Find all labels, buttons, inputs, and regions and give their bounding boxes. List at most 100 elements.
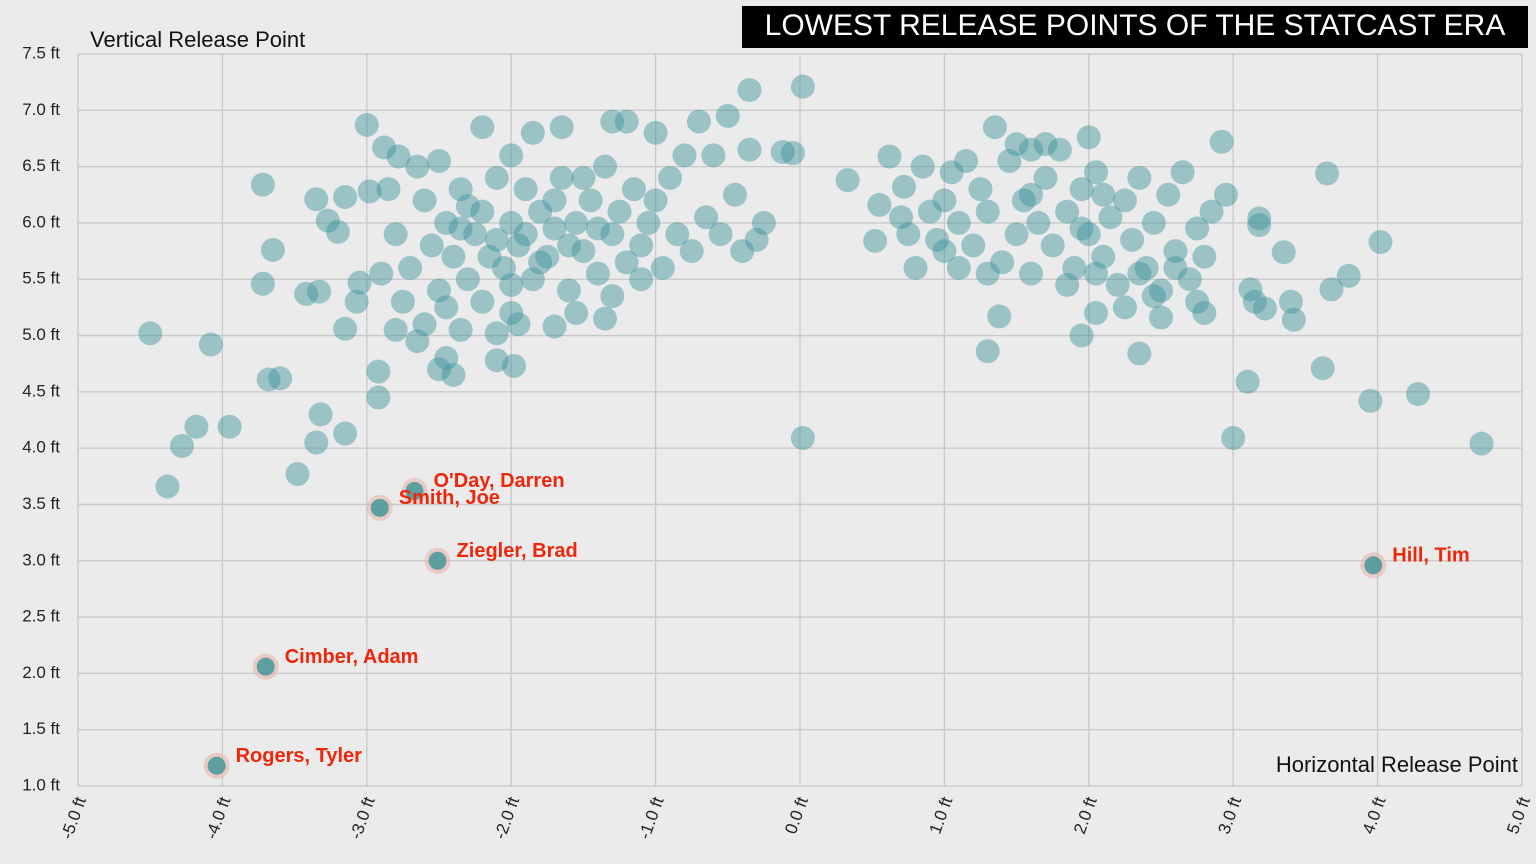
point <box>520 267 545 292</box>
point <box>939 160 964 185</box>
point <box>502 353 527 378</box>
highlight-point <box>405 481 424 500</box>
point <box>770 139 795 164</box>
y-tick-label: 5.0 ft <box>22 325 60 344</box>
point <box>1221 426 1246 451</box>
point <box>398 255 423 280</box>
point <box>708 222 733 247</box>
highlight-label: Cimber, Adam <box>285 646 419 668</box>
point <box>701 143 726 168</box>
point <box>549 115 574 140</box>
point <box>896 222 921 247</box>
highlight-point <box>256 657 275 676</box>
point <box>1091 182 1116 207</box>
y-tick-label: 5.5 ft <box>22 269 60 288</box>
point <box>593 154 618 179</box>
point <box>1368 230 1393 255</box>
point <box>354 112 379 137</box>
point <box>1185 289 1210 314</box>
point <box>903 255 928 280</box>
point <box>1033 132 1058 157</box>
y-axis-title: Vertical Release Point <box>90 27 305 52</box>
point <box>542 188 567 213</box>
point <box>1076 125 1101 150</box>
point <box>484 227 509 252</box>
points <box>138 74 1494 499</box>
point <box>1238 277 1263 302</box>
point <box>1019 137 1044 162</box>
point <box>877 144 902 169</box>
point <box>694 205 719 230</box>
point <box>621 177 646 202</box>
point <box>542 314 567 339</box>
point <box>1177 267 1202 292</box>
point <box>946 210 971 235</box>
point <box>650 255 675 280</box>
point <box>427 278 451 303</box>
point <box>1055 272 1080 297</box>
point <box>968 177 993 202</box>
point <box>723 182 748 207</box>
point <box>1242 289 1267 314</box>
point <box>891 174 916 199</box>
point <box>1163 255 1188 280</box>
y-tick-label: 7.5 ft <box>22 43 60 62</box>
point <box>198 332 223 357</box>
y-tick-label: 2.5 ft <box>22 607 60 626</box>
point <box>506 312 531 337</box>
point <box>325 219 350 244</box>
point <box>835 168 860 193</box>
point <box>790 74 815 99</box>
point <box>347 270 372 295</box>
point <box>1209 129 1234 154</box>
point <box>315 208 340 233</box>
point <box>1069 177 1094 202</box>
point <box>499 143 524 168</box>
point <box>629 267 654 292</box>
point <box>1011 188 1036 213</box>
point <box>484 165 509 190</box>
point <box>1278 289 1303 314</box>
y-tick-label: 6.0 ft <box>22 212 60 231</box>
point <box>1033 165 1058 190</box>
point <box>441 362 466 387</box>
point <box>434 295 459 320</box>
point <box>1084 301 1109 326</box>
highlight-point <box>370 498 389 517</box>
point <box>390 289 415 314</box>
point <box>982 115 1007 140</box>
point <box>925 227 950 252</box>
point <box>1019 261 1044 286</box>
point <box>1134 255 1159 280</box>
y-tick-label: 4.5 ft <box>22 381 60 400</box>
point <box>528 199 553 224</box>
y-tick-label: 3.0 ft <box>22 550 60 569</box>
point <box>1235 369 1260 394</box>
point <box>1004 222 1029 247</box>
point <box>751 210 776 235</box>
point <box>542 216 567 241</box>
point <box>917 199 942 224</box>
point <box>679 239 704 264</box>
point <box>155 474 180 499</box>
point <box>961 233 986 258</box>
point <box>405 329 430 354</box>
point <box>1112 188 1137 213</box>
point <box>1019 182 1044 207</box>
point <box>1141 210 1166 235</box>
point <box>737 78 762 103</box>
point <box>1084 261 1109 286</box>
point <box>585 261 610 286</box>
point <box>1004 132 1029 157</box>
point <box>665 222 690 247</box>
point <box>448 177 473 202</box>
point <box>1469 431 1494 456</box>
point <box>564 210 589 235</box>
point <box>535 244 560 269</box>
point <box>441 244 466 269</box>
point <box>412 312 437 337</box>
point <box>1247 213 1272 238</box>
point <box>571 165 596 190</box>
point <box>1127 165 1152 190</box>
